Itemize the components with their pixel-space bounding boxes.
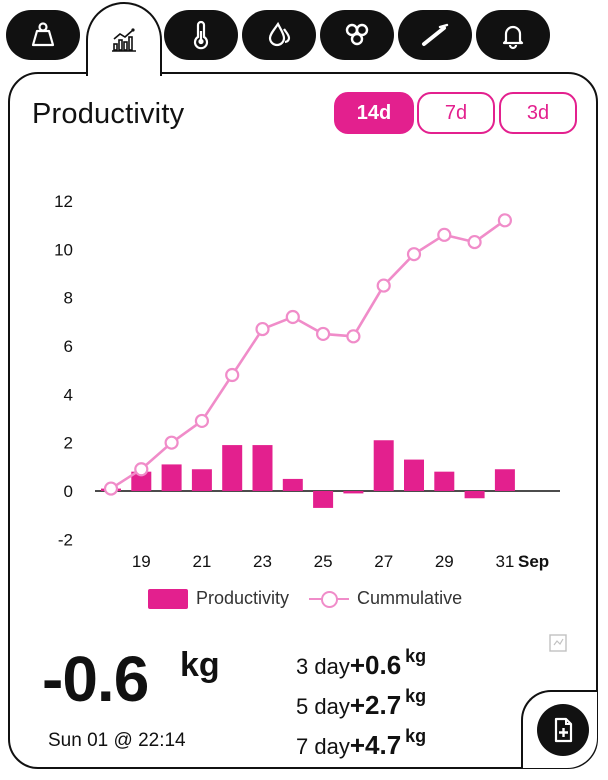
point-cumulative (255, 321, 270, 337)
tab-weight[interactable] (6, 10, 80, 60)
page-title: Productivity (32, 98, 185, 130)
point-cumulative (316, 326, 331, 342)
stat-label: 7 day (296, 734, 350, 759)
point-cumulative (437, 227, 452, 242)
bar-productivity (282, 478, 303, 491)
y-tick-label: 2 (64, 434, 73, 453)
x-tick-label: 31 (495, 552, 514, 571)
bar-productivity (434, 471, 455, 491)
x-axis-unit-label: Sep (518, 552, 549, 571)
bar-productivity (313, 491, 334, 508)
chart-legend: Productivity Cummulative (148, 588, 462, 609)
x-tick-label: 27 (374, 552, 393, 571)
stat-unit: kg (405, 646, 427, 666)
productivity-card (8, 72, 598, 769)
x-tick-label: 21 (192, 552, 211, 571)
point-cumulative (225, 367, 240, 383)
stat-value: +2.7 (349, 690, 402, 720)
stat-5day: 5 day+2.7 kg (296, 686, 426, 721)
y-tick-label: 6 (64, 337, 73, 356)
stat-value: +0.6 (349, 650, 402, 680)
bar-productivity (191, 469, 212, 491)
weight-icon (31, 22, 55, 47)
add-entry-button-container (521, 690, 597, 768)
point-cumulative (376, 278, 391, 293)
legend-label-productivity: Productivity (196, 588, 290, 608)
stat-7day: 7 day+4.7 kg (296, 726, 426, 761)
point-cumulative (134, 462, 149, 477)
bar-productivity (161, 464, 182, 491)
tab-gravity[interactable] (242, 10, 316, 60)
y-tick-label: 4 (64, 385, 73, 404)
current-value-unit: kg (180, 646, 220, 684)
add-entry-button[interactable] (537, 704, 589, 756)
stat-value: +4.7 (349, 730, 402, 760)
point-cumulative (164, 435, 179, 450)
timestamp: Sun 01 @ 22:14 (48, 730, 186, 751)
bar-productivity (373, 440, 394, 491)
bar-productivity (222, 445, 243, 491)
current-value: -0.6 (42, 643, 149, 715)
stat-label: 5 day (296, 694, 350, 719)
point-cumulative (467, 234, 482, 250)
y-tick-label: 8 (64, 289, 73, 308)
y-tick-label: 12 (54, 192, 73, 211)
point-cumulative (285, 309, 300, 325)
dipstick-icon (422, 23, 449, 46)
point-cumulative (406, 247, 422, 262)
x-tick-label: 29 (435, 552, 454, 571)
tab-productivity[interactable] (86, 2, 162, 76)
bar-productivity (404, 459, 424, 491)
x-tick-label: 19 (132, 552, 151, 571)
stat-unit: kg (405, 726, 427, 746)
tab-probe[interactable] (398, 10, 472, 60)
point-cumulative (194, 413, 209, 429)
bar-productivity (131, 471, 152, 491)
range-7d-button[interactable]: 7d (417, 92, 495, 134)
thermometer-icon (193, 20, 209, 50)
chart-icon (112, 28, 136, 52)
productivity-chart: -2 0 2 4 6 8 10 12 19 21 23 25 27 29 31 Sep (54, 192, 560, 571)
y-tick-label: 10 (54, 240, 73, 259)
bar-productivity (343, 491, 364, 494)
add-file-icon (554, 717, 573, 743)
x-tick-label: 23 (253, 552, 272, 571)
tab-bar (0, 0, 608, 76)
legend-bar-swatch (148, 588, 188, 609)
point-cumulative (103, 481, 119, 496)
legend-label-cumulative: Cummulative (357, 588, 463, 608)
stat-label: 3 day (296, 654, 350, 679)
tab-cells[interactable] (320, 10, 394, 60)
x-tick-label: 25 (314, 552, 333, 571)
y-tick-label: -2 (58, 530, 73, 549)
point-cumulative (497, 213, 512, 228)
stat-unit: kg (405, 686, 427, 706)
tab-temperature[interactable] (164, 10, 238, 60)
stat-3day: 3 day+0.6 kg (296, 646, 426, 681)
range-14d-button[interactable]: 14d (334, 92, 414, 134)
y-tick-label: 0 (64, 482, 73, 501)
legend-line-swatch (309, 589, 350, 609)
bell-icon (502, 25, 524, 50)
bar-productivity (464, 491, 485, 499)
point-cumulative (346, 329, 361, 344)
tab-alerts[interactable] (476, 10, 550, 60)
range-3d-button[interactable]: 3d (499, 92, 577, 134)
bar-productivity (494, 469, 515, 491)
export-icon[interactable] (548, 632, 570, 654)
bar-productivity (252, 445, 273, 491)
drop-icon (268, 21, 291, 47)
hexagon-cluster-icon (345, 23, 369, 46)
